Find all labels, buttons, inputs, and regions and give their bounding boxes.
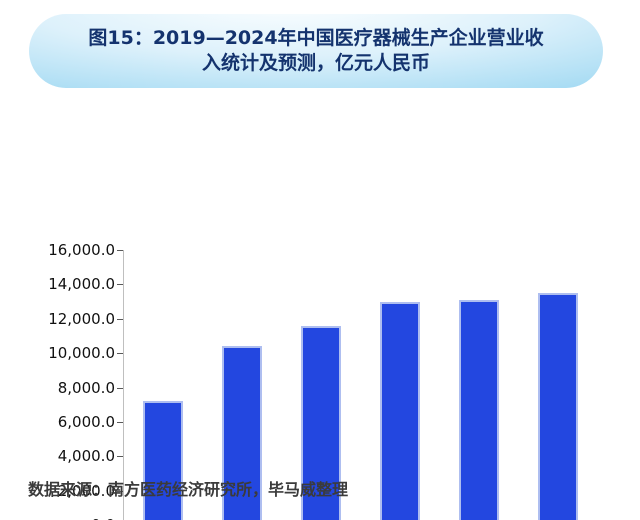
y-axis-tick-mark (117, 318, 123, 320)
y-axis-tick-mark (117, 421, 123, 423)
y-axis-tick-label: 6,000.0 (57, 412, 115, 431)
bar-chart: 0.0 2,000.0 4,000.0 6,000.0 8,000.0 10,000.0 1… (0, 110, 640, 520)
y-axis-tick-label: 4,000.0 (57, 447, 115, 466)
bar-2024E (538, 292, 579, 520)
bar-2022 (380, 301, 421, 520)
y-axis-line (123, 250, 124, 520)
y-axis-tick-mark (117, 250, 123, 251)
y-axis-tick-label: 0.0 (25, 516, 115, 520)
chart-title-line1: 图15：2019—2024年中国医疗器械生产企业营业收 (88, 27, 544, 49)
y-axis-tick-label: 2,000.0 (57, 481, 115, 500)
y-axis-tick-label: 16,000.0 (48, 241, 115, 259)
y-axis-tick-label: 14,000.0 (48, 275, 115, 294)
y-axis-tick-mark (117, 456, 123, 458)
bar-2021 (300, 325, 341, 520)
y-axis-tick-label: 8,000.0 (57, 378, 115, 397)
y-axis-tick-mark (117, 387, 123, 389)
y-axis-tick-mark (117, 490, 123, 492)
y-axis-tick-label: 10,000.0 (48, 344, 115, 363)
y-axis-tick-label: 12,000.0 (48, 309, 115, 328)
bar-2019 (142, 401, 183, 520)
chart-title-line2: 入统计及预测，亿元人民币 (201, 52, 430, 74)
y-axis-tick-mark (117, 284, 123, 286)
bar-2023 (459, 299, 500, 520)
source-note: 数据来源：南方医药经济研究所，毕马威整理 (28, 480, 349, 499)
y-axis-tick-mark (117, 353, 123, 355)
bar-2020 (221, 346, 262, 520)
chart-title-banner: 图15：2019—2024年中国医疗器械生产企业营业收 入统计及预测，亿元人民币 (29, 14, 603, 88)
